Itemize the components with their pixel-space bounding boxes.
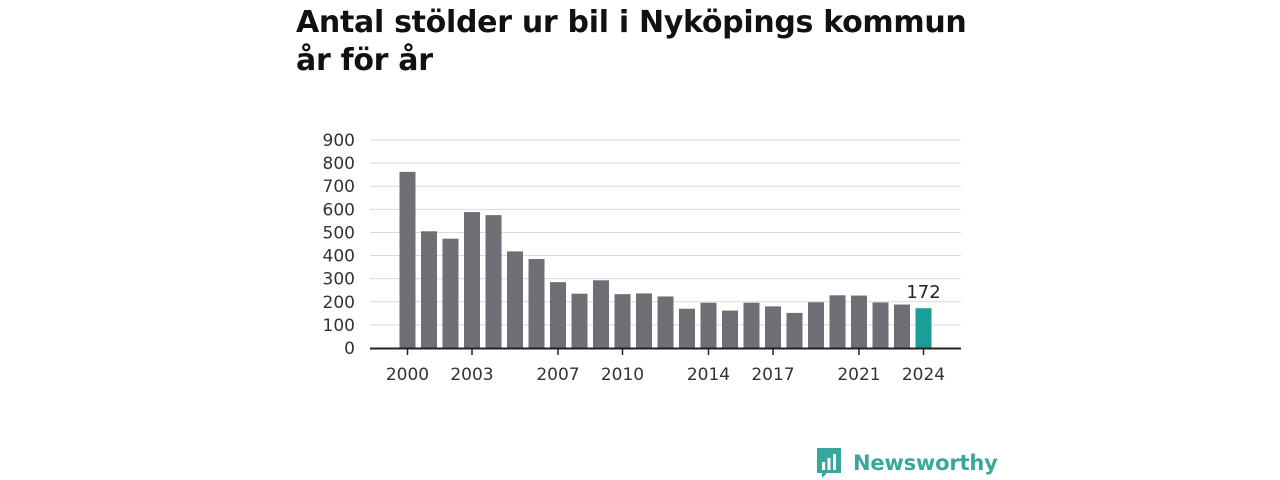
x-tick-label: 2000 [386, 365, 429, 385]
bar-2014 [700, 302, 717, 348]
bar-chart-speech-bubble-icon [817, 448, 841, 478]
x-tick-label: 2021 [837, 365, 880, 385]
bar-2022 [872, 302, 889, 348]
bar-2000 [399, 171, 416, 348]
brand-logo: Newsworthy [815, 446, 998, 480]
x-tick-label: 2010 [601, 365, 644, 385]
bar-2006 [528, 259, 545, 348]
y-tick-label: 800 [323, 154, 355, 174]
bar-2016 [743, 302, 760, 348]
bar-2015 [722, 310, 738, 348]
bars [399, 171, 932, 348]
bar-2002 [442, 238, 459, 348]
bar-2011 [636, 293, 652, 348]
bar-2007 [550, 282, 566, 348]
y-axis-tick-labels: 0 100 200 300 400 500 600 700 800 900 [323, 131, 355, 359]
x-axis-tick-labels: 2000 2003 2007 2010 2014 2017 2021 2024 [386, 365, 945, 385]
x-tick-label: 2024 [902, 365, 945, 385]
x-tick-label: 2014 [687, 365, 730, 385]
bar-2004 [485, 215, 502, 348]
x-tick-label: 2017 [751, 365, 794, 385]
y-tick-label: 700 [323, 177, 355, 197]
data-label: 172 [906, 282, 940, 303]
y-tick-label: 900 [323, 131, 355, 151]
bar-2020 [829, 295, 846, 348]
x-axis [370, 347, 961, 355]
bar-2013 [679, 308, 695, 348]
bar-2003 [464, 212, 480, 348]
bar-2005 [507, 251, 523, 348]
y-tick-label: 100 [323, 316, 355, 336]
y-tick-label: 0 [344, 339, 355, 359]
y-tick-label: 300 [323, 270, 355, 290]
brand-name: Newsworthy [853, 451, 998, 475]
annotations: 172 [906, 282, 940, 303]
bar-2012 [657, 296, 674, 348]
y-tick-label: 400 [323, 247, 355, 267]
bar-2018 [786, 312, 803, 348]
y-tick-label: 200 [323, 293, 355, 313]
y-tick-label: 600 [323, 200, 355, 220]
bar-2023 [894, 304, 910, 348]
bar-2024 [915, 308, 932, 348]
bar-2008 [571, 293, 588, 348]
bar-2009 [593, 280, 609, 348]
bar-2001 [421, 231, 437, 348]
x-tick-label: 2007 [536, 365, 579, 385]
bar-2019 [808, 302, 824, 348]
chart-title: Antal stölder ur bil i Nyköpings kommun … [296, 5, 967, 78]
x-tick-label: 2003 [450, 365, 493, 385]
bar-2021 [851, 295, 867, 348]
bar-2017 [765, 306, 781, 348]
y-tick-label: 500 [323, 223, 355, 243]
bar-2010 [614, 294, 631, 348]
